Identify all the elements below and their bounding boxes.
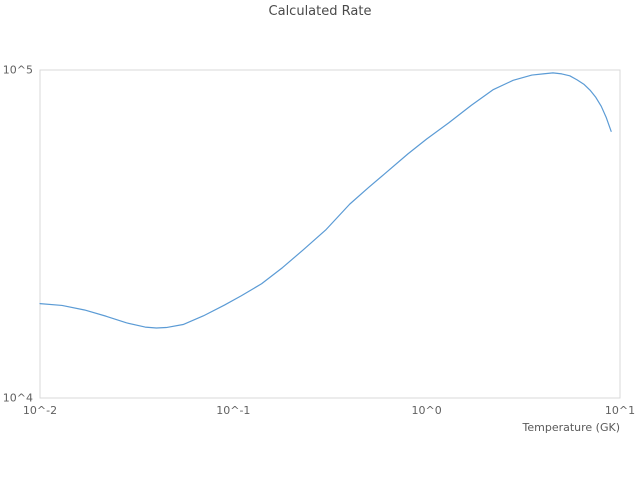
plot-border — [39, 69, 621, 399]
chart-title: Calculated Rate — [268, 4, 372, 19]
y-tick-label: 10^4 — [2, 391, 33, 405]
x-axis-title: Temperature (GK) — [522, 421, 621, 434]
x-tick-label: 10^-1 — [216, 404, 251, 417]
x-tick-label: 10^-2 — [22, 404, 58, 417]
y-tick-label: 10^5 — [2, 63, 33, 77]
x-tick-label: 10^1 — [604, 404, 636, 417]
x-tick-label: 10^0 — [411, 404, 442, 417]
rate-curve — [39, 72, 612, 329]
